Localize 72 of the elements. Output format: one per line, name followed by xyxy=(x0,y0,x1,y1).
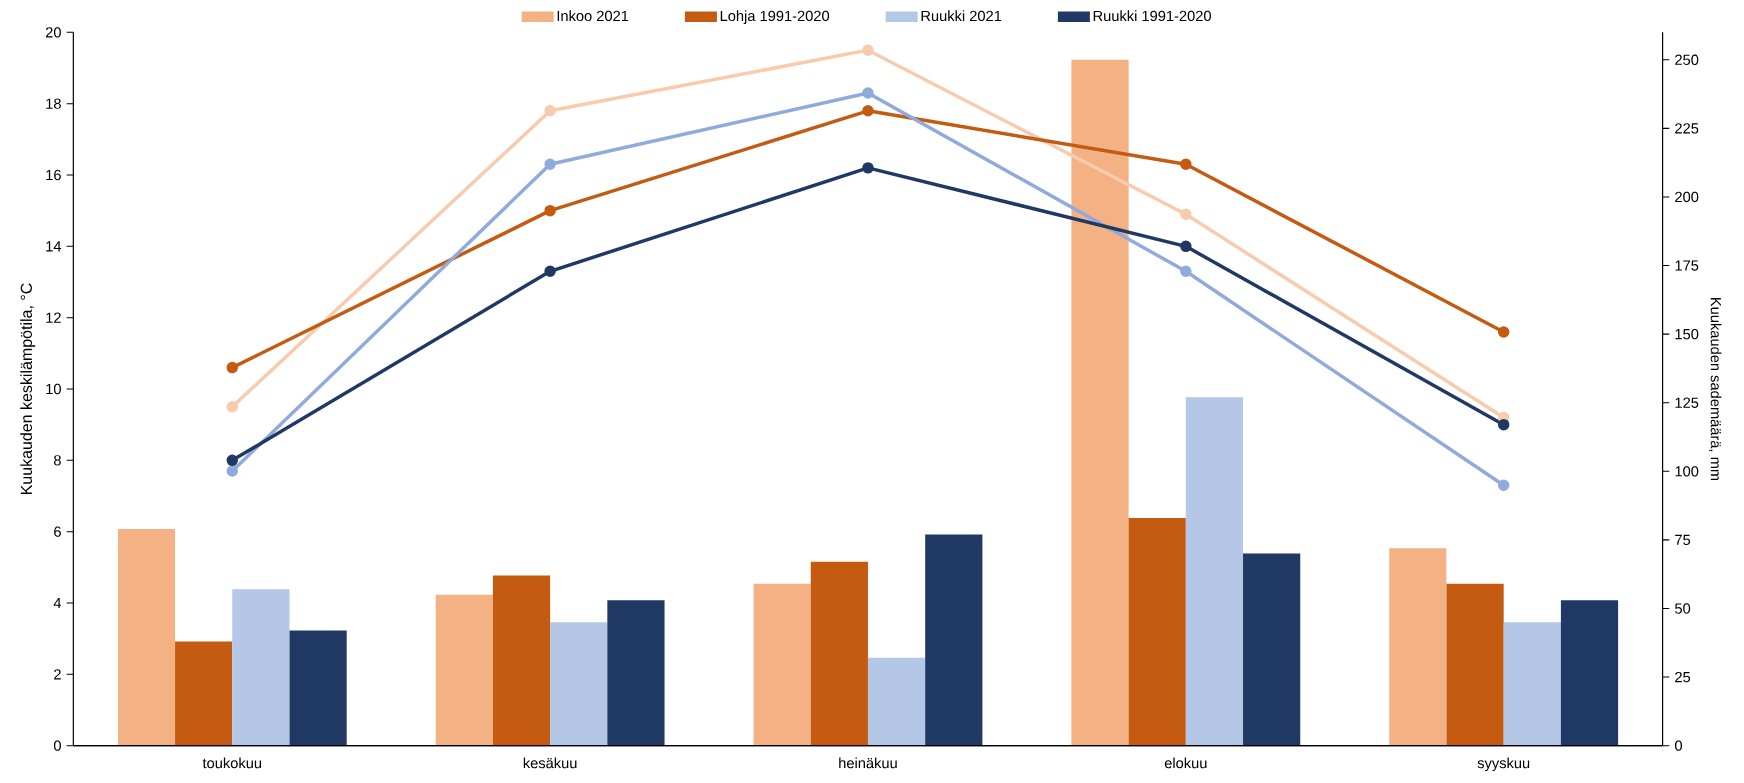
y-axis-title: Kuukauden keskilämpötila, °C xyxy=(20,283,36,495)
y2-tick-label: 200 xyxy=(1675,191,1699,203)
point xyxy=(1497,326,1510,338)
bar xyxy=(232,589,290,746)
y2-tick-label: 175 xyxy=(1675,260,1699,271)
bar xyxy=(1243,553,1301,746)
y2-tick-label: 225 xyxy=(1675,123,1699,134)
bar xyxy=(1560,600,1619,746)
bar xyxy=(1503,622,1561,746)
point xyxy=(862,105,874,117)
point xyxy=(226,401,238,413)
x-tick-label: syyskuu xyxy=(1477,757,1530,772)
bar xyxy=(753,583,811,746)
y2-tick-label: 250 xyxy=(1675,54,1699,65)
x-tick-label: kesäkuu xyxy=(523,757,577,769)
point xyxy=(544,204,556,217)
point xyxy=(862,87,874,99)
point xyxy=(226,361,238,374)
y-tick-label: 8 xyxy=(53,455,61,466)
bar xyxy=(810,561,868,746)
y-tick-label: 14 xyxy=(46,241,62,252)
bar xyxy=(289,630,347,746)
bar xyxy=(492,575,551,746)
bar xyxy=(867,657,926,746)
y2-tick-label: 50 xyxy=(1675,603,1691,614)
x-tick-label: elokuu xyxy=(1164,757,1207,769)
point xyxy=(226,454,238,467)
y-tick-label: 18 xyxy=(46,98,61,109)
y-tick-label: 20 xyxy=(45,27,61,38)
bar xyxy=(607,600,665,746)
y-tick-label: 12 xyxy=(46,312,61,323)
y-tick-label: 0 xyxy=(53,740,61,751)
bar xyxy=(550,622,608,746)
bar xyxy=(1446,583,1504,746)
bar xyxy=(117,528,176,746)
y2-tick-label: 125 xyxy=(1675,397,1699,408)
bar xyxy=(1389,548,1447,746)
x-tick-label: toukokuu xyxy=(202,757,262,769)
point xyxy=(1497,418,1510,431)
point xyxy=(862,162,874,174)
bar xyxy=(1185,397,1244,746)
y-tick-label: 6 xyxy=(54,526,61,537)
point xyxy=(1180,158,1192,171)
legend-label: Lohja 1991-2020 xyxy=(720,10,830,24)
bar xyxy=(1128,517,1186,746)
legend-label: Inkoo 2021 xyxy=(557,10,629,22)
y2-axis-title: Kuukauden sademäärä, mm xyxy=(1708,298,1722,481)
y2-tick-label: 100 xyxy=(1675,466,1699,477)
bar xyxy=(175,641,233,746)
point xyxy=(544,158,556,171)
y-tick-label: 16 xyxy=(46,169,61,181)
x-tick-label: heinäkuu xyxy=(839,757,897,769)
y2-tick-label: 0 xyxy=(1674,740,1682,751)
y2-tick-label: 25 xyxy=(1675,671,1691,683)
point xyxy=(1180,240,1192,253)
y-tick-label: 10 xyxy=(46,383,61,395)
y-tick-label: 4 xyxy=(53,597,62,609)
point xyxy=(226,465,238,477)
point xyxy=(1180,265,1192,278)
point xyxy=(862,44,874,56)
y2-tick-label: 75 xyxy=(1675,534,1691,546)
bar xyxy=(925,534,983,746)
y2-tick-label: 150 xyxy=(1675,328,1699,340)
point xyxy=(1497,479,1510,492)
legend-label: Ruukki 1991-2020 xyxy=(1093,10,1211,22)
legend-label: Ruukki 2021 xyxy=(921,10,1002,22)
bar xyxy=(435,594,493,746)
point xyxy=(544,105,556,117)
point xyxy=(1180,208,1192,220)
y-tick-label: 2 xyxy=(54,669,61,680)
bar xyxy=(1071,59,1129,746)
point xyxy=(544,265,556,278)
